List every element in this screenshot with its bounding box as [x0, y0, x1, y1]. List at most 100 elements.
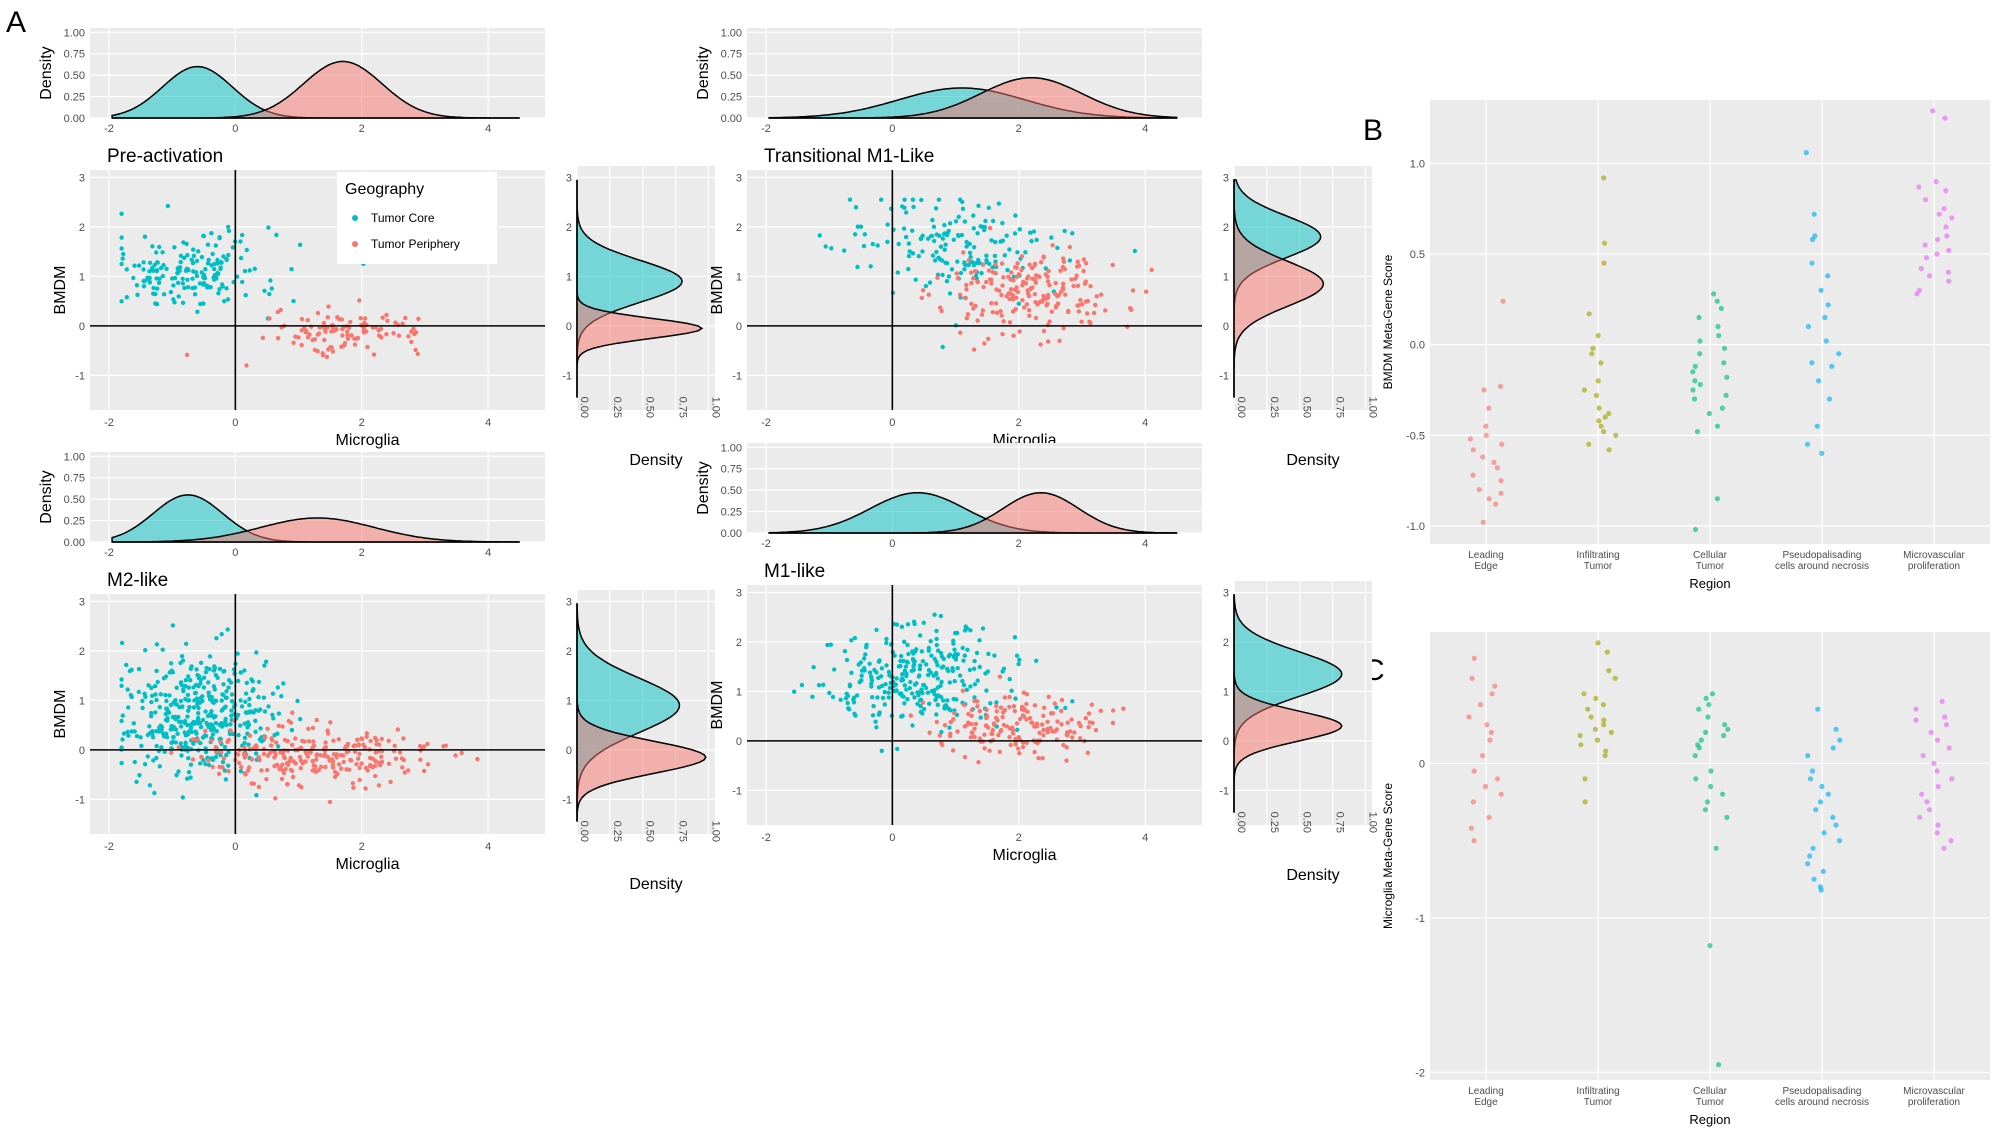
- top-density-tick-label: 0.25: [64, 516, 85, 528]
- data-point: [1830, 745, 1836, 751]
- data-point-core: [188, 762, 194, 767]
- data-point-periphery: [400, 765, 405, 770]
- data-point-periphery: [395, 727, 400, 732]
- data-point-core: [131, 721, 136, 726]
- data-point-core: [213, 243, 218, 248]
- category-tick-label: cells around necrosis: [1775, 561, 1869, 572]
- data-point-core: [1009, 688, 1014, 693]
- data-point-core: [162, 749, 167, 754]
- data-point-periphery: [1064, 758, 1069, 763]
- data-point: [1692, 753, 1698, 759]
- right-density-tick-label: 0.00: [1235, 812, 1247, 833]
- y-tick-label: -1: [732, 370, 742, 382]
- data-point-core: [191, 741, 196, 746]
- data-point-core: [155, 286, 160, 291]
- data-point-periphery: [261, 751, 267, 757]
- data-point-periphery: [388, 779, 393, 785]
- data-point: [1694, 429, 1700, 435]
- data-point-core: [192, 292, 198, 297]
- data-point-periphery: [1055, 719, 1060, 724]
- data-point-periphery: [364, 734, 369, 739]
- data-point-core: [206, 762, 212, 768]
- category-tick-label: Tumor: [1584, 1097, 1613, 1108]
- data-point-core: [934, 642, 939, 648]
- data-point-core: [126, 733, 131, 738]
- data-point-periphery: [365, 344, 370, 350]
- data-point-periphery: [1099, 292, 1104, 297]
- data-point: [1934, 768, 1940, 774]
- data-point-core: [909, 691, 915, 696]
- data-point-periphery: [997, 288, 1002, 293]
- data-point-periphery: [1009, 270, 1014, 275]
- data-point-core: [185, 285, 191, 290]
- data-point-periphery: [272, 755, 277, 760]
- data-point-periphery: [991, 721, 997, 726]
- data-point: [1923, 197, 1929, 203]
- data-point-periphery: [1026, 274, 1031, 279]
- data-point-core: [258, 726, 263, 731]
- data-point-core: [925, 690, 931, 695]
- data-point-core: [173, 727, 179, 732]
- data-point: [1949, 776, 1955, 782]
- data-point-core: [197, 281, 203, 286]
- data-point-core: [191, 247, 196, 252]
- data-point-core: [915, 701, 920, 707]
- data-point-periphery: [1062, 266, 1068, 272]
- data-point-core: [200, 698, 205, 704]
- data-point-core: [971, 226, 976, 231]
- data-point-periphery: [209, 738, 214, 743]
- right-y-tick-label: 2: [1223, 637, 1229, 649]
- data-point-core: [967, 667, 973, 673]
- data-point-core: [851, 697, 856, 702]
- data-point-core: [1070, 231, 1075, 236]
- data-point-core: [195, 721, 201, 726]
- data-point-periphery: [1010, 725, 1015, 730]
- data-point-core: [198, 724, 204, 730]
- data-point: [1946, 247, 1952, 253]
- data-point-periphery: [993, 715, 999, 721]
- data-point-core: [927, 280, 933, 285]
- data-point: [1696, 745, 1702, 751]
- data-point-periphery: [297, 754, 303, 760]
- data-point: [1590, 345, 1596, 351]
- data-point: [1807, 776, 1814, 782]
- data-point: [1592, 726, 1598, 732]
- data-point: [1919, 791, 1925, 797]
- data-point: [1696, 706, 1702, 712]
- data-point-core: [213, 698, 219, 703]
- data-point-core: [828, 642, 834, 647]
- data-point-periphery: [973, 303, 978, 309]
- data-point-periphery: [402, 770, 407, 775]
- data-point-core: [859, 673, 864, 678]
- data-point: [1707, 943, 1713, 949]
- top-density-tick-label: 1.00: [721, 27, 742, 39]
- data-point-core: [276, 744, 281, 749]
- data-point-core: [147, 260, 153, 265]
- data-point-core: [984, 258, 989, 263]
- data-point-periphery: [984, 279, 989, 285]
- data-point-periphery: [1033, 300, 1038, 305]
- data-point-core: [124, 295, 129, 300]
- data-point-periphery: [362, 316, 368, 321]
- right-density-curve-periphery: [576, 179, 704, 398]
- data-point: [1933, 179, 1939, 185]
- data-point-periphery: [293, 736, 298, 741]
- data-point-core: [917, 633, 923, 638]
- data-point-periphery: [1067, 244, 1073, 250]
- data-point-core: [1034, 658, 1039, 663]
- data-point: [1593, 695, 1599, 702]
- data-point-periphery: [306, 739, 312, 744]
- data-point-periphery: [964, 287, 969, 292]
- data-point-periphery: [282, 737, 288, 743]
- data-point-core: [210, 732, 216, 737]
- scatter-block-m1-like: 0.000.250.500.751.00-2 0 2 4DensityM1-like-…: [695, 442, 1378, 884]
- panel-c: -2-10LeadingEdgeInfiltratingTumorCellula…: [1381, 632, 1990, 1127]
- data-point-periphery: [1027, 313, 1032, 318]
- data-point-periphery: [374, 737, 379, 743]
- data-point: [1498, 490, 1504, 496]
- data-point: [1934, 236, 1941, 243]
- data-point-core: [141, 267, 146, 272]
- data-point-periphery: [1045, 726, 1051, 732]
- data-point-core: [190, 286, 195, 291]
- data-point-core: [799, 682, 805, 688]
